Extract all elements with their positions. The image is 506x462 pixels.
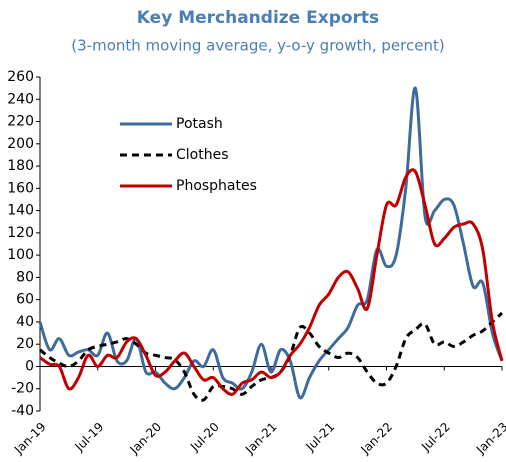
y-tick-label: 40 (16, 314, 34, 330)
y-tick-label: 0 (25, 358, 34, 374)
y-tick-label: -40 (11, 403, 34, 419)
series-line (39, 311, 504, 402)
y-tick-label: 240 (7, 91, 34, 107)
x-tick-label: Jan-20 (127, 420, 165, 458)
y-tick-label: 100 (7, 247, 34, 263)
y-tick-label: 120 (7, 225, 34, 241)
y-tick-label: 80 (16, 269, 34, 285)
y-tick-label: 140 (7, 203, 34, 219)
x-tick-label: Jan-23 (473, 420, 506, 458)
y-tick-label: 220 (7, 114, 34, 130)
legend-label: Clothes (176, 147, 229, 163)
x-tick-label: Jul-20 (187, 420, 222, 455)
x-tick-label: Jan-22 (358, 420, 396, 458)
y-tick-label: 160 (7, 180, 34, 196)
x-tick-label: Jan-21 (242, 420, 280, 458)
x-tick-label: Jul-19 (72, 420, 107, 455)
y-tick-label: 200 (7, 136, 34, 152)
chart-subtitle: (3-month moving average, y-o-y growth, p… (71, 37, 444, 55)
y-tick-label: 260 (7, 69, 34, 85)
x-tick-label: Jul-22 (418, 420, 453, 455)
legend-label: Potash (176, 116, 223, 132)
y-tick-label: -20 (11, 381, 34, 397)
x-tick-label: Jan-19 (11, 420, 49, 458)
x-tick-label: Jul-21 (303, 420, 338, 455)
series-line (39, 168, 504, 396)
y-tick-label: 180 (7, 158, 34, 174)
legend-label: Phosphates (176, 178, 257, 194)
y-tick-label: 20 (16, 336, 34, 352)
chart-title: Key Merchandize Exports (137, 8, 379, 28)
y-tick-label: 60 (16, 292, 34, 308)
series-line (38, 86, 504, 400)
